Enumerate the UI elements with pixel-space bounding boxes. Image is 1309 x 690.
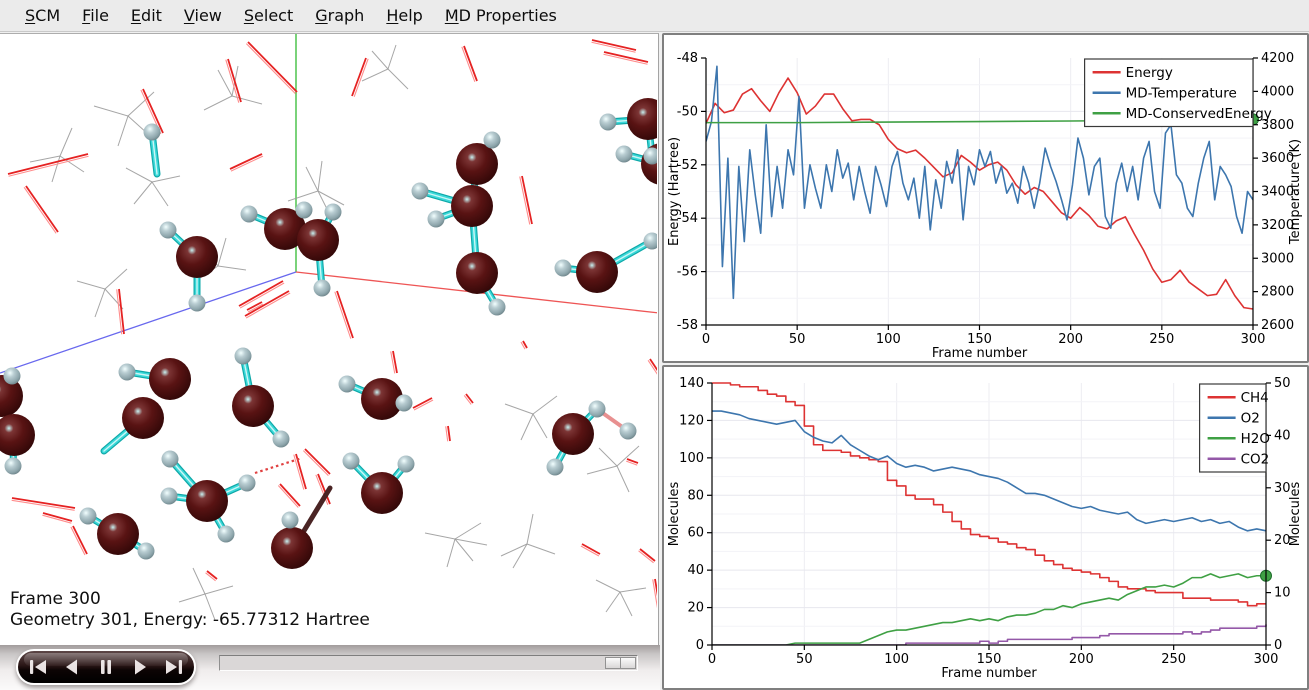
svg-text:250: 250 bbox=[1149, 332, 1174, 347]
svg-text:3000: 3000 bbox=[1261, 251, 1294, 266]
svg-text:50: 50 bbox=[1274, 376, 1291, 391]
energy-temperature-chart[interactable]: -58-56-54-52-50-482600280030003200340036… bbox=[664, 35, 1307, 361]
skip-to-end-button[interactable] bbox=[161, 655, 187, 679]
molecule-count-chart-panel: 0204060801001201400102030405005010015020… bbox=[662, 365, 1309, 690]
svg-text:-56: -56 bbox=[677, 265, 698, 280]
geometry-energy-label: Geometry 301, Energy: -65.77312 Hartree bbox=[10, 610, 370, 631]
left-axis-title: Energy (Hartree) bbox=[667, 137, 682, 246]
svg-text:-50: -50 bbox=[677, 104, 698, 119]
svg-text:300: 300 bbox=[1241, 332, 1266, 347]
right-axis-title: Molecules bbox=[1288, 482, 1303, 547]
svg-text:150: 150 bbox=[967, 332, 992, 347]
pause-button[interactable] bbox=[93, 655, 119, 679]
menu-item-scm[interactable]: SCM bbox=[14, 3, 71, 28]
playback-controls bbox=[16, 649, 196, 685]
menu-item-edit[interactable]: Edit bbox=[120, 3, 173, 28]
svg-text:300: 300 bbox=[1254, 652, 1279, 667]
svg-text:80: 80 bbox=[687, 488, 704, 503]
legend-label-MD-ConservedEnergy: MD-ConservedEnergy bbox=[1126, 106, 1272, 122]
menu-item-file[interactable]: File bbox=[71, 3, 120, 28]
svg-text:-58: -58 bbox=[677, 318, 698, 333]
menu-item-md-properties[interactable]: MD Properties bbox=[434, 3, 568, 28]
x-axis-title: Frame number bbox=[941, 666, 1037, 681]
svg-text:10: 10 bbox=[1274, 586, 1291, 601]
play-icon bbox=[128, 655, 152, 679]
x-axis-title: Frame number bbox=[932, 346, 1028, 361]
legend-label-MD-Temperature: MD-Temperature bbox=[1126, 85, 1237, 101]
left-axis-title: Molecules bbox=[667, 482, 682, 547]
svg-text:50: 50 bbox=[789, 332, 806, 347]
svg-text:2600: 2600 bbox=[1261, 318, 1294, 333]
svg-text:120: 120 bbox=[679, 413, 704, 428]
playback-bar bbox=[0, 645, 660, 690]
legend-label-H2O: H2O bbox=[1241, 431, 1270, 447]
svg-text:-48: -48 bbox=[677, 51, 698, 66]
frame-label: Frame 300 bbox=[10, 589, 101, 610]
pause-icon bbox=[94, 655, 118, 679]
molecule-count-chart[interactable]: 0204060801001201400102030405005010015020… bbox=[664, 367, 1307, 688]
svg-text:140: 140 bbox=[679, 376, 704, 391]
frame-slider[interactable] bbox=[219, 655, 638, 671]
grid-lines bbox=[712, 383, 1266, 645]
legend-label-O2: O2 bbox=[1241, 410, 1260, 426]
step-back-button[interactable] bbox=[59, 655, 85, 679]
svg-text:100: 100 bbox=[884, 652, 909, 667]
legend-label-Energy: Energy bbox=[1126, 65, 1173, 81]
svg-text:100: 100 bbox=[876, 332, 901, 347]
svg-text:100: 100 bbox=[679, 451, 704, 466]
play-button[interactable] bbox=[127, 655, 153, 679]
skip-to-start-icon bbox=[26, 655, 50, 679]
frame-slider-thumb[interactable] bbox=[606, 657, 636, 669]
svg-text:2800: 2800 bbox=[1261, 285, 1294, 300]
menu-item-graph[interactable]: Graph bbox=[304, 3, 375, 28]
menu-item-select[interactable]: Select bbox=[233, 3, 304, 28]
svg-text:0: 0 bbox=[1274, 638, 1282, 653]
svg-text:50: 50 bbox=[796, 652, 813, 667]
svg-text:4200: 4200 bbox=[1261, 51, 1294, 66]
svg-text:0: 0 bbox=[696, 638, 704, 653]
svg-text:40: 40 bbox=[1274, 428, 1291, 443]
svg-text:20: 20 bbox=[687, 601, 704, 616]
skip-to-end-icon bbox=[162, 655, 186, 679]
svg-text:4000: 4000 bbox=[1261, 84, 1294, 99]
legend-label-CH4: CH4 bbox=[1241, 390, 1269, 406]
viewer-panel: Frame 300 Geometry 301, Energy: -65.7731… bbox=[0, 33, 659, 645]
svg-text:40: 40 bbox=[687, 563, 704, 578]
right-axis-title: Temperature (K) bbox=[1288, 139, 1303, 245]
legend-label-CO2: CO2 bbox=[1241, 451, 1270, 467]
step-back-icon bbox=[60, 655, 84, 679]
molecule-viewer-canvas[interactable] bbox=[0, 34, 657, 644]
menu-bar: SCMFileEditViewSelectGraphHelpMD Propert… bbox=[0, 0, 1309, 32]
svg-text:200: 200 bbox=[1069, 652, 1094, 667]
svg-text:0: 0 bbox=[702, 332, 710, 347]
svg-text:0: 0 bbox=[708, 652, 716, 667]
menu-item-help[interactable]: Help bbox=[375, 3, 433, 28]
skip-to-start-button[interactable] bbox=[25, 655, 51, 679]
legend: Energy MD-Temperature MD-ConservedEnergy bbox=[1085, 59, 1272, 127]
legend: CH4 O2 H2O CO2 bbox=[1200, 384, 1270, 472]
svg-text:150: 150 bbox=[977, 652, 1002, 667]
menu-item-view[interactable]: View bbox=[173, 3, 233, 28]
energy-temperature-chart-panel: -58-56-54-52-50-482600280030003200340036… bbox=[662, 33, 1309, 363]
tick-labels: 0204060801001201400102030405005010015020… bbox=[679, 376, 1290, 667]
svg-text:250: 250 bbox=[1161, 652, 1186, 667]
svg-text:200: 200 bbox=[1058, 332, 1083, 347]
svg-text:60: 60 bbox=[687, 526, 704, 541]
